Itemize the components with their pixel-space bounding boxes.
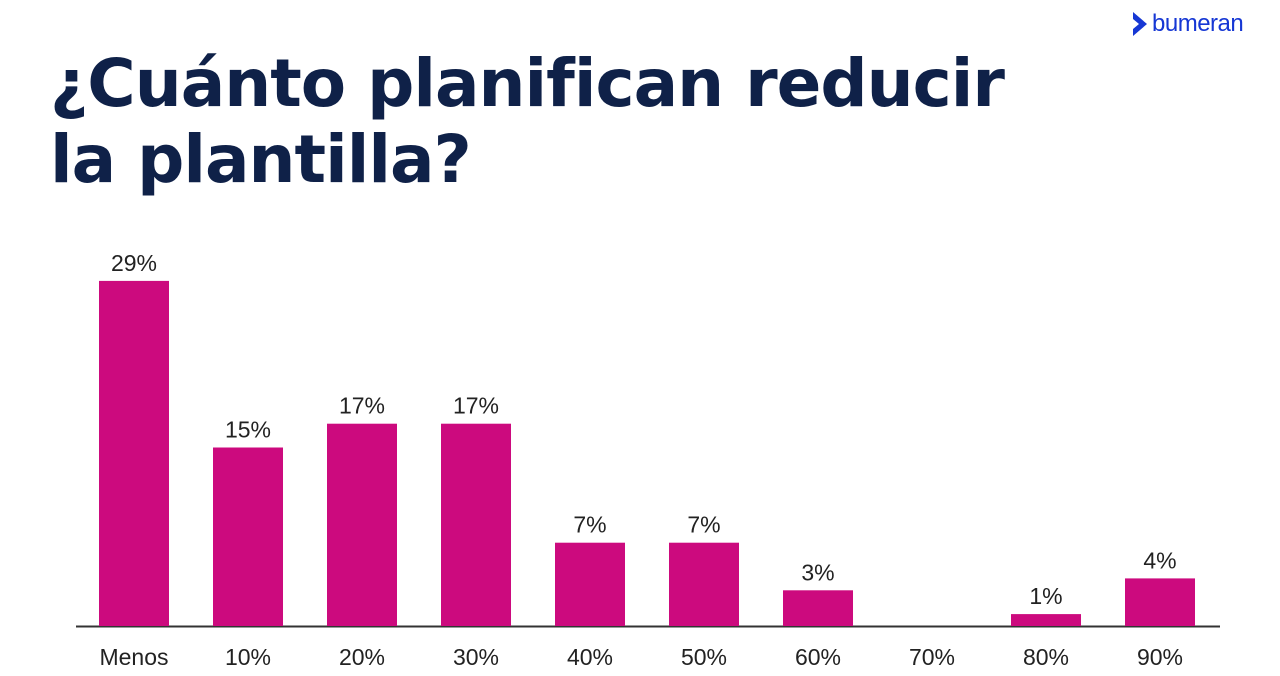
category-label: 50%: [681, 644, 727, 670]
bar-value-label: 1%: [1029, 583, 1062, 609]
bar-value-label: 3%: [801, 559, 834, 585]
category-label: 20%: [339, 644, 385, 670]
bar: [99, 280, 169, 626]
page-title: ¿Cuánto planifican reducir la plantilla?: [50, 46, 1150, 198]
bar: [783, 590, 853, 626]
bar: [1011, 614, 1081, 626]
bumeran-logo: bumeran: [1130, 8, 1244, 40]
bar: [327, 423, 397, 626]
bar: [213, 447, 283, 626]
bar-value-label: 15%: [225, 417, 271, 443]
bar-value-label: 29%: [111, 250, 157, 276]
category-label: 30%: [453, 644, 499, 670]
category-label: 90%: [1137, 644, 1183, 670]
bar: [441, 423, 511, 626]
category-label: 80%: [1023, 644, 1069, 670]
category-label: Menos: [99, 644, 168, 670]
category-label: 70%: [909, 644, 955, 670]
bar-value-label: 17%: [453, 393, 499, 419]
title-line-2: la plantilla?: [50, 121, 472, 198]
bar-value-label: 17%: [339, 393, 385, 419]
bar-value-label: 7%: [573, 512, 606, 538]
title-line-1: ¿Cuánto planifican reducir: [50, 45, 1005, 122]
category-label: 10%: [225, 644, 271, 670]
category-label: 40%: [567, 644, 613, 670]
bar: [1125, 578, 1195, 626]
chevron-right-icon: [1133, 12, 1147, 36]
bar: [669, 542, 739, 626]
logo-text: bumeran: [1152, 10, 1244, 37]
bar-value-label: 7%: [687, 512, 720, 538]
category-label: 60%: [795, 644, 841, 670]
bar: [555, 542, 625, 626]
bar-value-label: 4%: [1143, 547, 1176, 573]
